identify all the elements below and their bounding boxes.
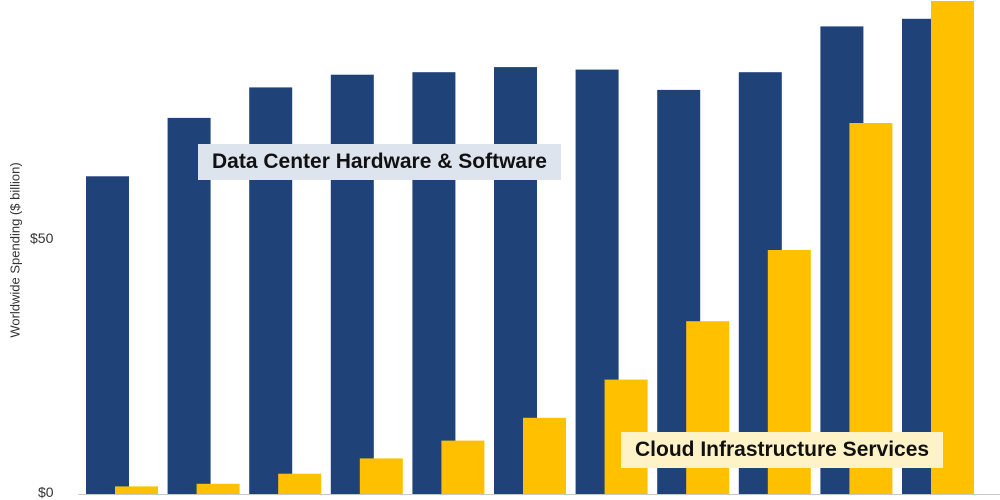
y-axis-label: Worldwide Spending ($ billion) (7, 162, 23, 338)
series-label-hardware-software: Data Center Hardware & Software (198, 144, 561, 180)
y-tick-label-0: $0 (38, 484, 54, 500)
bar-cloud-services-3 (278, 473, 322, 494)
bar-cloud-services-11 (931, 1, 974, 494)
series-label-cloud-services: Cloud Infrastructure Services (621, 432, 944, 468)
bar-hardware-software-2 (167, 117, 211, 495)
bar-cloud-services-8 (686, 321, 730, 494)
bar-cloud-services-4 (359, 458, 403, 494)
y-tick-label-50: $50 (30, 230, 54, 246)
bar-hardware-software-4 (330, 74, 374, 494)
bar-hardware-software-5 (412, 72, 456, 494)
bar-cloud-services-2 (196, 483, 240, 494)
bar-hardware-software-1 (86, 176, 129, 495)
bar-cloud-services-5 (441, 440, 485, 494)
bar-cloud-services-6 (523, 417, 566, 494)
bar-cloud-services-1 (115, 486, 158, 494)
